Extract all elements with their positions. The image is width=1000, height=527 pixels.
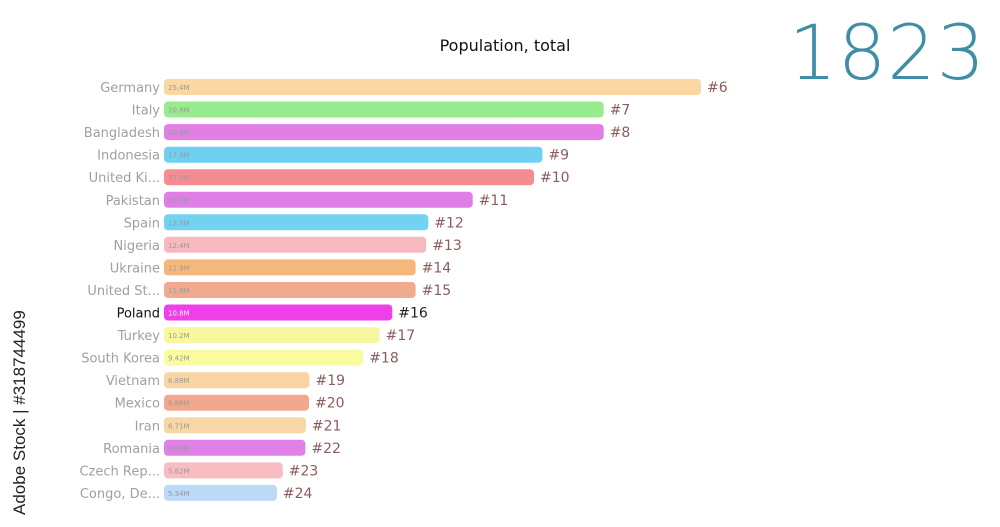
rank-label: #10 xyxy=(540,170,570,186)
rank-label: #17 xyxy=(386,328,416,344)
value-label: 10.2M xyxy=(168,332,190,340)
rank-label: #21 xyxy=(312,418,342,434)
bar xyxy=(164,282,416,298)
rank-label: #20 xyxy=(315,396,345,412)
bar xyxy=(164,101,604,118)
bar xyxy=(164,417,306,434)
year-counter: 1823 xyxy=(788,8,986,97)
bar xyxy=(164,146,543,163)
value-label: 12.5M xyxy=(168,219,190,227)
bar xyxy=(164,349,364,366)
bar xyxy=(164,372,310,389)
category-label: Ukraine xyxy=(110,261,160,276)
category-label: Spain xyxy=(124,216,160,231)
category-label: Congo, De... xyxy=(80,487,160,502)
category-label: Iran xyxy=(135,419,160,434)
value-label: 5.34M xyxy=(168,490,190,498)
rank-label: #12 xyxy=(434,215,464,231)
bar xyxy=(164,191,473,208)
category-label: Turkey xyxy=(117,329,161,344)
rank-label: #7 xyxy=(610,103,631,119)
value-label: 20.8M xyxy=(168,129,190,137)
category-label: Czech Rep... xyxy=(79,464,160,479)
rank-label: #14 xyxy=(422,260,452,276)
rank-label: #23 xyxy=(289,463,319,479)
bar xyxy=(164,169,534,186)
rank-label: #8 xyxy=(610,125,631,141)
category-label: United Ki... xyxy=(89,171,160,186)
category-label: United St... xyxy=(87,284,160,299)
bar xyxy=(164,79,701,95)
category-label: Italy xyxy=(132,104,161,119)
category-label: Mexico xyxy=(115,397,160,412)
value-label: 11.9M xyxy=(168,287,190,295)
category-label: Indonesia xyxy=(97,149,160,164)
bar xyxy=(164,327,380,344)
bar xyxy=(164,394,309,411)
value-label: 6.88M xyxy=(168,377,190,385)
bar xyxy=(164,236,427,253)
chart-title: Population, total xyxy=(439,36,571,55)
value-label: 14.6M xyxy=(168,197,190,205)
rank-label: #16 xyxy=(398,306,428,322)
value-label: 25.4M xyxy=(168,84,190,92)
value-label: 5.62M xyxy=(168,467,190,475)
value-label: 17.9M xyxy=(168,152,190,160)
value-label: 6.69M xyxy=(168,445,190,453)
value-label: 11.9M xyxy=(168,264,190,272)
rank-label: #15 xyxy=(422,283,452,299)
category-label: Germany xyxy=(100,81,160,96)
bar xyxy=(164,124,604,141)
bar xyxy=(164,304,393,321)
bar xyxy=(164,439,306,456)
category-label: Pakistan xyxy=(106,194,160,209)
category-label: Poland xyxy=(117,307,160,322)
value-label: 6.86M xyxy=(168,400,190,408)
rank-label: #24 xyxy=(283,486,313,502)
value-label: 17.5M xyxy=(168,174,190,182)
bar xyxy=(164,259,416,276)
value-label: 10.8M xyxy=(168,310,190,318)
bar xyxy=(164,462,283,479)
value-label: 6.71M xyxy=(168,422,190,430)
bar xyxy=(164,484,277,501)
rank-label: #22 xyxy=(311,441,341,457)
category-label: South Korea xyxy=(81,352,160,367)
rank-label: #13 xyxy=(432,238,462,254)
rank-label: #11 xyxy=(479,193,509,209)
rank-label: #19 xyxy=(316,373,346,389)
value-label: 9.42M xyxy=(168,355,190,363)
rank-label: #9 xyxy=(548,148,569,164)
bar xyxy=(164,214,429,231)
category-label: Vietnam xyxy=(106,374,160,389)
value-label: 20.8M xyxy=(168,107,190,115)
rank-label: #18 xyxy=(369,351,399,367)
category-label: Romania xyxy=(103,442,160,457)
rank-label: #6 xyxy=(707,80,728,96)
category-label: Nigeria xyxy=(113,239,160,254)
category-label: Bangladesh xyxy=(84,126,160,141)
value-label: 12.4M xyxy=(168,242,190,250)
